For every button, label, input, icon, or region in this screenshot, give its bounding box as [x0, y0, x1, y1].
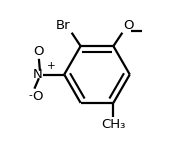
Text: N: N [33, 68, 43, 81]
Text: Br: Br [55, 19, 70, 32]
Text: O: O [123, 19, 134, 32]
Text: -: - [29, 90, 33, 100]
Text: O: O [34, 45, 44, 58]
Text: CH₃: CH₃ [101, 118, 126, 131]
Text: O: O [32, 90, 43, 103]
Text: +: + [47, 61, 55, 71]
